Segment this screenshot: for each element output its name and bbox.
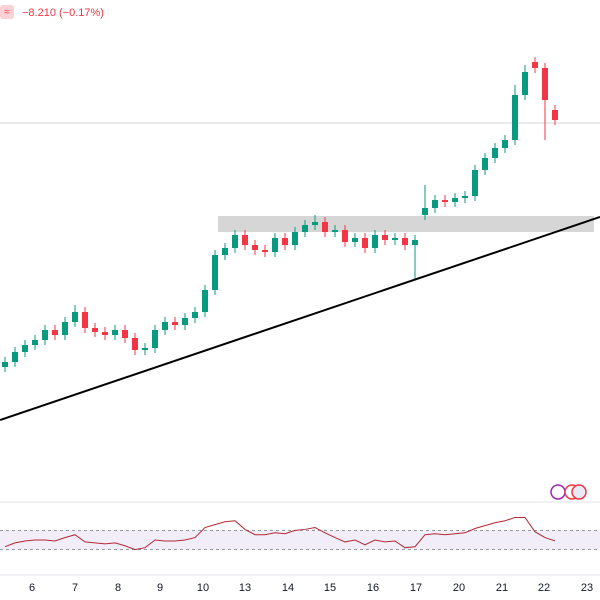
candle-body xyxy=(132,338,138,350)
x-tick-label: 16 xyxy=(367,582,379,594)
candle-body xyxy=(482,158,488,170)
x-tick-label: 22 xyxy=(538,582,550,594)
zone xyxy=(218,216,594,232)
candle-body xyxy=(292,232,298,245)
x-tick-label: 13 xyxy=(239,582,251,594)
candle-body xyxy=(2,362,8,367)
rsi-line xyxy=(4,516,556,551)
candle-body xyxy=(402,238,408,245)
x-tick-label: 10 xyxy=(197,582,209,594)
candle-body xyxy=(522,72,528,95)
candle-body xyxy=(102,332,108,335)
x-tick-label: 14 xyxy=(282,582,294,594)
candle-body xyxy=(342,230,348,242)
candle-body xyxy=(22,345,28,352)
candle-body xyxy=(92,328,98,332)
price-change: −8.210 (−0.17%) xyxy=(22,7,104,19)
x-tick-label: 23 xyxy=(581,582,593,594)
x-tick-label: 9 xyxy=(157,582,163,594)
candle-body xyxy=(252,245,258,250)
candle-body xyxy=(512,95,518,140)
candle-body xyxy=(362,238,368,248)
candle-body xyxy=(332,230,338,232)
candle-body xyxy=(232,235,238,248)
candle-body xyxy=(212,255,218,290)
candle-body xyxy=(82,312,88,328)
candle-body xyxy=(382,235,388,240)
candle-body xyxy=(262,250,268,252)
candle-body xyxy=(42,330,48,340)
x-tick-label: 6 xyxy=(29,582,35,594)
candle-body xyxy=(222,248,228,255)
candle-body xyxy=(542,68,548,100)
x-tick-label: 7 xyxy=(72,582,78,594)
candle-body xyxy=(32,340,38,345)
candle-body xyxy=(62,322,68,335)
trendline xyxy=(0,216,600,421)
x-tick-label: 15 xyxy=(324,582,336,594)
symbol-icon xyxy=(0,5,14,19)
candle-body xyxy=(12,352,18,362)
candle-body xyxy=(142,348,148,350)
candle-body xyxy=(502,140,508,148)
candle-body xyxy=(152,330,158,348)
candle-body xyxy=(72,312,78,322)
candle-body xyxy=(282,238,288,245)
x-tick-label: 17 xyxy=(410,582,422,594)
candle-body xyxy=(322,222,328,232)
candle-body xyxy=(52,330,58,335)
candle-body xyxy=(172,322,178,325)
candle-body xyxy=(492,148,498,158)
candle-body xyxy=(242,235,248,245)
currency-icons xyxy=(550,484,587,500)
candle-body xyxy=(312,222,318,225)
candle-body xyxy=(182,318,188,325)
candle-body xyxy=(302,225,308,232)
x-tick-label: 20 xyxy=(453,582,465,594)
symbol-icon-glyph: ≈ xyxy=(4,7,10,18)
candle-body xyxy=(272,238,278,252)
candle-body xyxy=(202,290,208,312)
candle-body xyxy=(452,198,458,202)
candle-body xyxy=(532,62,538,68)
candle-body xyxy=(162,322,168,330)
candle-body xyxy=(552,110,558,120)
candle-body xyxy=(462,196,468,198)
x-tick-label: 8 xyxy=(115,582,121,594)
x-tick-label: 21 xyxy=(496,582,508,594)
candle-body xyxy=(432,200,438,208)
candle-body xyxy=(122,330,128,338)
candle-body xyxy=(472,170,478,196)
candle-body xyxy=(352,238,358,242)
candle-body xyxy=(412,240,418,245)
candle-body xyxy=(442,200,448,202)
candle-body xyxy=(422,208,428,215)
candle-body xyxy=(372,235,378,248)
rsi-band xyxy=(0,530,600,550)
candle-body xyxy=(392,238,398,240)
candle-body xyxy=(112,330,118,335)
candle-body xyxy=(192,312,198,318)
